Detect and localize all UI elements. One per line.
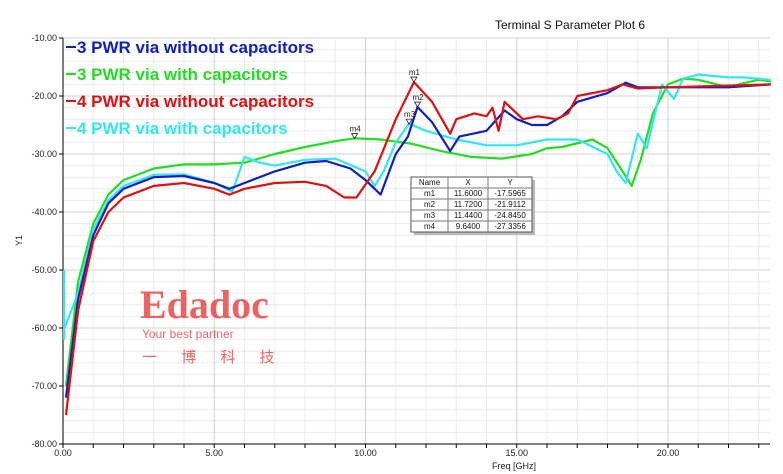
table-header: X <box>465 178 471 187</box>
x-tick-label: 10.00 <box>354 448 377 458</box>
marker-table: Name X Ym1 11.6000 -17.5965 m2 11.7200 -21.9112… <box>410 176 535 235</box>
table-cell: -27.3356 <box>494 222 526 231</box>
marker-label: m2 <box>413 93 425 102</box>
table-cell: m4 <box>424 222 436 231</box>
table-cell: 9.6400 <box>456 222 481 231</box>
marker-triangle-icon <box>405 118 413 125</box>
series-line-0 <box>64 81 771 398</box>
y-tick-label: -40.00 <box>31 207 57 217</box>
marker-triangle-icon <box>350 133 359 140</box>
table-cell: m3 <box>424 211 436 220</box>
table-header: Name <box>419 178 441 187</box>
markers: m1 m2 m3 m4 <box>350 68 425 140</box>
table-cell: m2 <box>424 200 436 209</box>
x-tick-label: 5.00 <box>205 448 223 458</box>
y-tick-label: -50.00 <box>31 265 57 275</box>
legend-entry: 3 PWR via without capacitors <box>77 38 314 57</box>
series-line-2 <box>64 81 771 416</box>
x-tick-label: 0.00 <box>54 448 72 458</box>
y-tick-label: -10.00 <box>31 33 57 43</box>
watermark-sub: Your best partner <box>142 327 234 341</box>
y-tick-label: -60.00 <box>31 323 57 333</box>
y-axis-label: Y1 <box>14 235 24 246</box>
y-tick-label: -20.00 <box>31 91 57 101</box>
grid <box>62 37 770 445</box>
axes: -10.00 -20.00 -30.00 -40.00 -50.00 -60.00 -70.… <box>31 33 770 458</box>
y-tick-label: -30.00 <box>31 149 57 159</box>
legend-entry: 4 PWR via with capacitors <box>77 119 288 138</box>
table-cell: -21.9112 <box>495 200 527 209</box>
series-line-1 <box>64 77 771 387</box>
table-header: Y <box>507 178 513 187</box>
legend-entry: 3 PWR via with capacitors <box>77 65 288 84</box>
x-axis-label: Freq [GHz] <box>492 461 536 471</box>
legend-entry: 4 PWR via without capacitors <box>77 92 314 111</box>
table-cell: 11.7200 <box>454 200 483 209</box>
y-tick-label: -80.00 <box>31 439 57 449</box>
marker-label: m3 <box>404 110 416 119</box>
marker-triangle-icon <box>410 76 418 83</box>
table-cell: 11.4400 <box>454 211 483 220</box>
x-tick-label: 20.00 <box>657 448 680 458</box>
y-tick-label: -70.00 <box>31 381 57 391</box>
table-frame <box>410 176 533 233</box>
x-tick-label: 15.00 <box>505 448 528 458</box>
table-cell: -24.8450 <box>494 211 526 220</box>
watermark-text: Edadoc <box>140 282 269 327</box>
table-cell: 11.6000 <box>454 189 483 198</box>
marker-label: m4 <box>350 125 362 134</box>
marker-triangle-icon <box>413 101 422 108</box>
table-cell: -17.5965 <box>494 189 526 198</box>
legend: 3 PWR via without capacitors 3 PWR via wi… <box>66 38 314 138</box>
marker-label: m1 <box>409 68 421 77</box>
watermark-cn: 一 博 科 技 <box>142 349 285 366</box>
series-lines <box>63 73 771 416</box>
table-cell: m1 <box>424 189 436 198</box>
chart-title: Terminal S Parameter Plot 6 <box>495 18 645 32</box>
